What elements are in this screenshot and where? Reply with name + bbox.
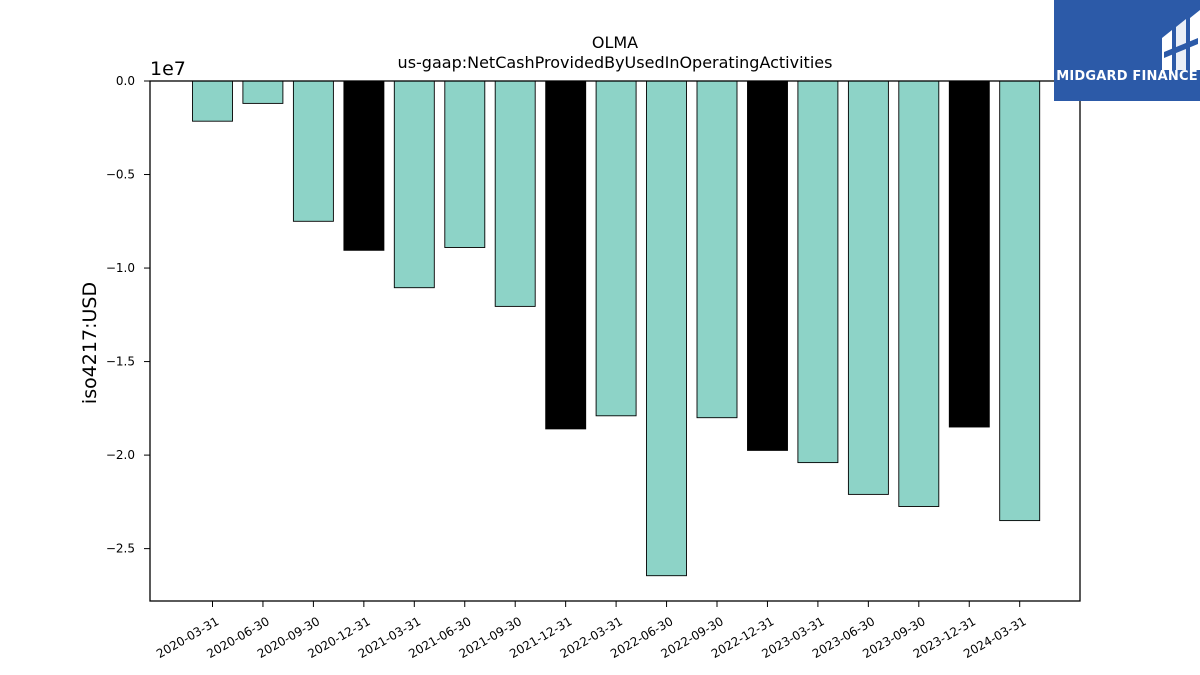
y-tick-label: −2.5	[106, 542, 135, 556]
y-axis-label: iso4217:USD	[79, 282, 101, 404]
bar-2022-09-30	[696, 80, 738, 419]
bar-2021-03-31	[393, 80, 435, 289]
y-ticks-group: 0.0 −0.5 −1.0 −1.5 −2.0 −2.5	[106, 74, 150, 556]
x-ticks-group: 2020-03-312020-06-302020-09-302020-12-31…	[154, 601, 1029, 661]
chart-subtitle: us-gaap:NetCashProvidedByUsedInOperating…	[398, 53, 833, 72]
bar-2020-03-31	[192, 80, 233, 122]
brand-name: MIDGARD FINANCE	[1056, 69, 1198, 84]
y-tick-label: −0.5	[106, 168, 135, 182]
plot-frame	[149, 80, 1081, 602]
y-tick-label: −1.0	[106, 261, 135, 275]
bar-2020-06-30	[242, 80, 284, 104]
y-tick-label: −1.5	[106, 355, 135, 369]
bar-2020-12-31	[343, 80, 385, 251]
bar-2023-06-30	[847, 80, 889, 495]
bar-2021-09-30	[494, 80, 536, 307]
bar-2023-09-30	[898, 80, 940, 507]
bar-2022-03-31	[595, 80, 637, 417]
bar-2022-06-30	[646, 80, 687, 577]
bar-2021-12-31	[545, 80, 587, 430]
brand-logo: MIDGARD FINANCE	[1054, 0, 1200, 101]
y-offset-label: 1e7	[150, 58, 186, 80]
midgard-logo-icon	[1162, 10, 1200, 70]
bar-2023-12-31	[948, 80, 990, 428]
bar-2020-09-30	[292, 80, 334, 222]
bar-2024-03-31	[999, 80, 1041, 522]
bars-group	[192, 80, 1041, 577]
bar-2023-03-31	[797, 80, 839, 464]
y-tick-label: −2.0	[106, 448, 135, 462]
chart-title: OLMA	[592, 33, 638, 52]
bar-2021-06-30	[444, 80, 486, 248]
y-tick-label: 0.0	[116, 74, 135, 88]
bar-2022-12-31	[747, 80, 788, 451]
